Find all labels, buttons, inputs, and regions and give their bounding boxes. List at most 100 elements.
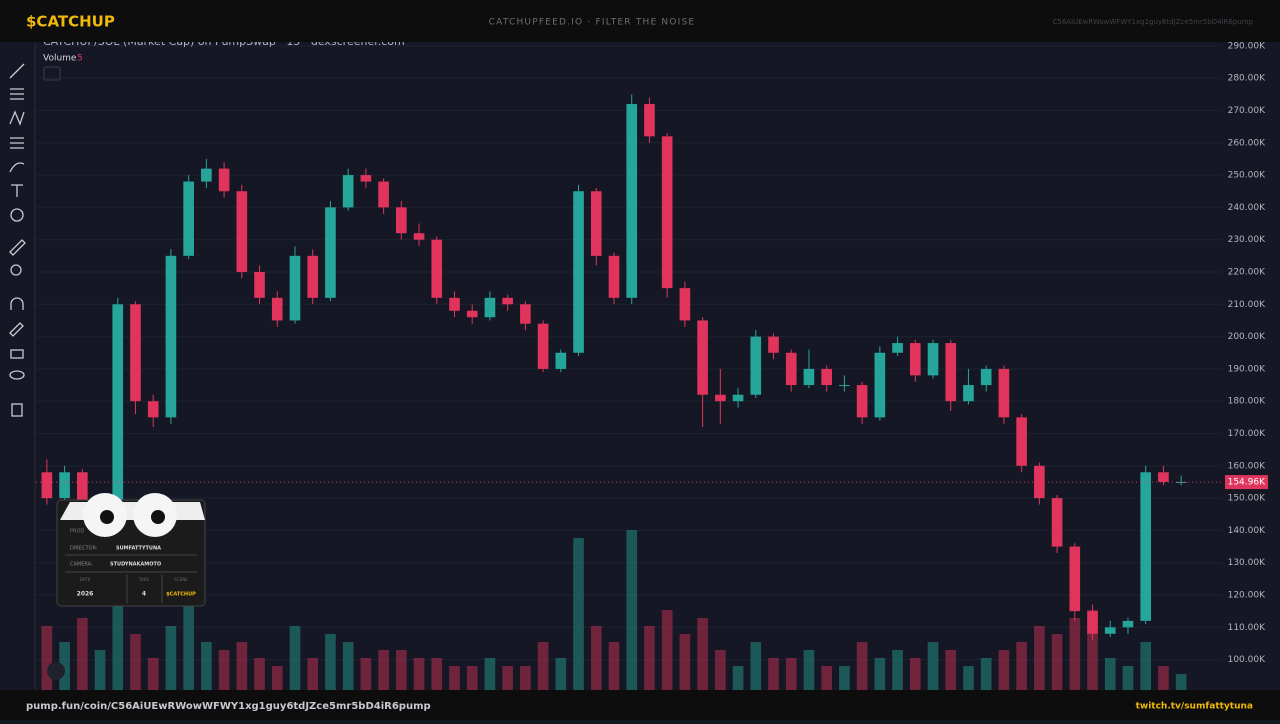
candle-body [608, 255, 620, 298]
candle-body [254, 271, 265, 298]
volume-bar [963, 666, 974, 690]
last-price-box [1225, 475, 1268, 490]
volume-bar [147, 658, 159, 690]
candle-body [396, 207, 407, 234]
plot: 100.00K 110.00K 120.00K 130.00K 140.00K 150.0… [36, 41, 1268, 690]
volume-bar [289, 626, 301, 690]
y-tick-label: 120.00K [1228, 591, 1266, 601]
clapper-director: SUMFATTYTUNA [116, 546, 161, 552]
y-tick-label: 110.00K [1228, 623, 1266, 633]
volume-bar [431, 658, 443, 690]
tagline: CATCHUPFEED.IO · FILTER THE NOISE [489, 18, 696, 28]
tool-fib[interactable] [10, 137, 24, 149]
clapper-take-label: TAKE [138, 577, 149, 582]
volume-bar [768, 658, 779, 690]
candle-body [874, 352, 886, 418]
candle-body [360, 175, 372, 182]
tool-eye[interactable] [9, 370, 25, 380]
volume-bar [1122, 666, 1134, 690]
volume-bar [218, 650, 230, 690]
tool-lines[interactable] [10, 88, 24, 100]
candle-body [413, 233, 425, 240]
volume-bar [325, 634, 336, 690]
last-price-label: 154.96K [1228, 478, 1266, 488]
volume-bar [520, 666, 531, 690]
volume-bar [998, 650, 1010, 690]
clapper-camera: STUDYNAKAMOTO [110, 562, 161, 568]
tool-zoom[interactable] [10, 264, 22, 276]
footer-link[interactable]: pump.fun/coin/C56AiUEwRWowWFWY1xg1guy6td… [26, 701, 431, 712]
tool-emoji[interactable] [10, 208, 24, 222]
volume-bar [608, 642, 620, 690]
y-tick-label: 170.00K [1228, 429, 1266, 439]
clapper-lines [65, 554, 197, 603]
candle-body [289, 255, 301, 321]
volume-bar [679, 634, 691, 690]
candle-body [661, 136, 673, 289]
tool-line[interactable] [9, 63, 25, 79]
y-tick-label: 150.00K [1228, 494, 1266, 504]
volume-bar [661, 610, 673, 690]
tool-lock-draw[interactable] [9, 322, 24, 337]
candle-body [750, 336, 762, 395]
volume-bar [413, 658, 425, 690]
candle-body [59, 472, 70, 499]
tool-text[interactable] [11, 184, 23, 197]
candle-body [697, 320, 708, 395]
candle-body [1158, 472, 1169, 482]
candle-body [537, 323, 549, 369]
volume-bar [874, 658, 886, 690]
collapse-button[interactable] [43, 66, 61, 81]
volume-length: 5 [77, 54, 83, 64]
volume-bar [1175, 674, 1187, 690]
candle-body [927, 343, 939, 376]
volume-bar [94, 650, 106, 690]
twitch-link[interactable]: twitch.tv/sumfattytuna [1136, 702, 1253, 712]
clapper-scene-label: SCENE [174, 577, 188, 582]
volume-bar [254, 658, 265, 690]
volume-bar [41, 626, 53, 690]
clapperboard: PROD DIRECTOR: SUMFATTYTUNA CAMERA: STUD… [56, 493, 206, 607]
volume-bar [165, 626, 177, 690]
volume-bar [555, 658, 567, 690]
volume-bar [466, 666, 478, 690]
y-tick-label: 160.00K [1228, 461, 1266, 471]
candle-body [785, 352, 797, 386]
candle-body [1087, 611, 1098, 634]
candle-body [821, 368, 832, 386]
volume-bar [715, 650, 726, 690]
candle-body [892, 343, 903, 353]
clapper-date-label: DATE [80, 577, 91, 582]
candle-body [502, 297, 513, 305]
y-tick-label: 290.00K [1228, 41, 1266, 51]
y-tick-label: 230.00K [1228, 235, 1266, 245]
volume-label: Volume [43, 54, 77, 64]
tool-ruler[interactable] [9, 239, 26, 256]
candle-body [183, 181, 194, 256]
candle-body [484, 297, 496, 318]
tool-lock[interactable] [10, 349, 24, 359]
volume-bar [271, 666, 283, 690]
candle-body [236, 191, 248, 272]
volume-bar [750, 642, 762, 690]
tool-pattern[interactable] [9, 110, 25, 126]
volume-bar [537, 642, 549, 690]
volume-bar [785, 658, 797, 690]
candle-body [165, 255, 177, 418]
candle-body [1140, 472, 1152, 621]
volume-bar [892, 650, 903, 690]
y-tick-label: 270.00K [1228, 106, 1266, 116]
tool-magnet[interactable] [10, 297, 24, 310]
candle-body [909, 343, 921, 376]
volume-bar [183, 602, 194, 690]
tool-brush[interactable] [9, 162, 25, 173]
candle-body [449, 297, 460, 311]
candle-body [1051, 498, 1063, 547]
candle-body [839, 385, 850, 387]
tool-trash[interactable] [11, 403, 23, 417]
y-tick-label: 240.00K [1228, 203, 1266, 213]
contract: C56AiUEwRWowWFWY1xg1guy6tdJZce5mr5bD4iR6… [1052, 18, 1253, 26]
volume-bar [484, 658, 496, 690]
